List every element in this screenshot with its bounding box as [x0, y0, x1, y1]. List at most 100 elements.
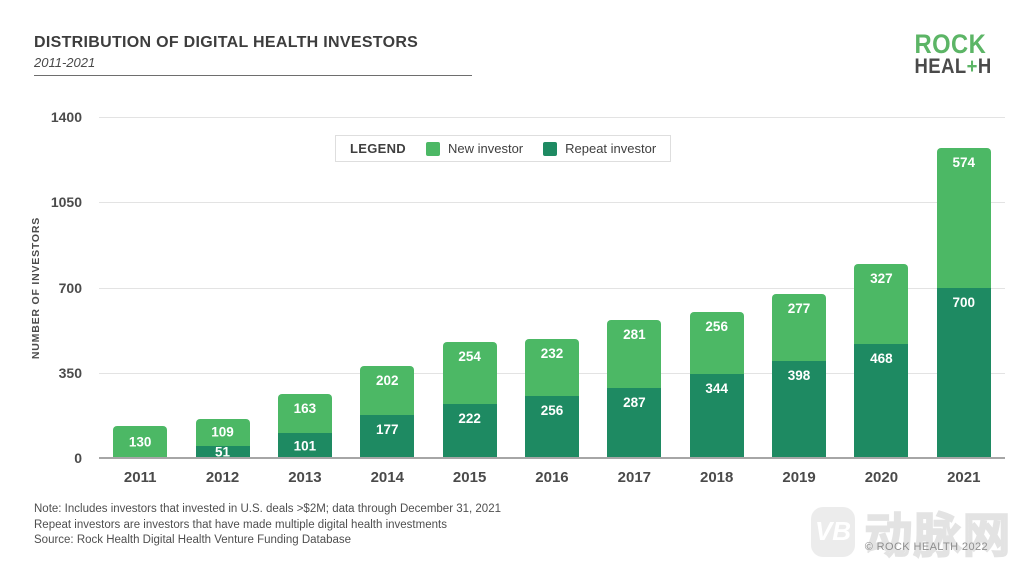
- stacked-bar-2012: 109 51: [195, 419, 250, 460]
- chart-legend: LEGEND New investor Repeat investor: [335, 135, 672, 162]
- bar-segment-new-investor-2016: 232: [524, 339, 579, 396]
- stacked-bar-2013: 163 101: [277, 393, 332, 458]
- x-tick-2019: 2019: [782, 469, 816, 486]
- logo-health-text: HEAL+H: [915, 56, 992, 77]
- vb-watermark: VB 动脉网: [811, 497, 1012, 566]
- bar-group-2018: 256 344 2018: [676, 117, 758, 486]
- bar-value-label: 327: [870, 271, 893, 287]
- stacked-bar-2014: 202 177: [360, 365, 415, 458]
- stacked-bar-2016: 232 256: [524, 339, 579, 458]
- bar-value-label: 163: [293, 400, 317, 416]
- chart-header: DISTRIBUTION OF DIGITAL HEALTH INVESTORS…: [34, 34, 418, 70]
- bar-segment-new-investor-2014: 202: [360, 365, 415, 415]
- bar-group-2017: 281 287 2017: [593, 117, 675, 486]
- legend-item-new-investor: New investor: [425, 141, 523, 156]
- stacked-bar-2015: 254 222: [442, 342, 497, 458]
- bar-segment-repeat-investor-2015: 222: [442, 403, 497, 458]
- bars-container: 130 2011 109 51 2012 163 101 2013 202 177 2014 254 2…: [99, 117, 1005, 486]
- gridline-1400: [99, 117, 1005, 118]
- bar-segment-repeat-investor-2013: 101: [277, 433, 332, 458]
- bar-segment-repeat-investor-2014: 177: [360, 414, 415, 458]
- vb-logo-icon: VB: [811, 506, 855, 557]
- bar-value-label: 101: [293, 438, 317, 454]
- bar-segment-repeat-investor-2019: 398: [772, 361, 827, 458]
- legend-item-repeat-investor: Repeat investor: [543, 141, 656, 156]
- rock-health-logo: ROCK HEAL+H: [914, 29, 992, 78]
- stacked-bar-2019: 277 398: [772, 293, 827, 458]
- bar-segment-new-investor-2013: 163: [277, 393, 332, 434]
- bar-group-2016: 232 256 2016: [511, 117, 593, 486]
- footnote-line-2: Repeat investors are investors that have…: [34, 518, 447, 531]
- stacked-bar-2018: 256 344: [689, 311, 744, 458]
- bar-value-label: 574: [952, 154, 976, 170]
- footnotes: Note: Includes investors that invested i…: [34, 502, 501, 549]
- bar-segment-new-investor-2020: 327: [854, 264, 909, 345]
- new-investor-swatch-icon: [425, 141, 440, 156]
- bar-segment-new-investor-2018: 256: [689, 311, 744, 375]
- bar-value-label: 177: [375, 421, 399, 437]
- bar-segment-repeat-investor-2017: 287: [607, 388, 662, 458]
- footnote-line-1: Note: Includes investors that invested i…: [34, 503, 501, 515]
- stacked-bar-2017: 281 287: [607, 319, 662, 458]
- bar-value-label: 468: [870, 351, 893, 367]
- bar-value-label: 254: [458, 349, 481, 365]
- legend-title: LEGEND: [350, 141, 406, 156]
- stacked-bar-2020: 327 468: [854, 264, 909, 458]
- bar-segment-new-investor-2011: 130: [113, 426, 168, 458]
- plot-area: 130 2011 109 51 2012 163 101 2013 202 177 2014 254 2…: [99, 117, 1005, 486]
- bar-segment-repeat-investor-2016: 256: [524, 395, 579, 458]
- stacked-bar-2021: 574 700: [936, 147, 991, 458]
- x-axis-line: [99, 457, 1005, 459]
- logo-heal-part: HEAL: [914, 55, 967, 78]
- bar-group-2013: 163 101 2013: [264, 117, 346, 486]
- logo-rock-text: ROCK: [914, 29, 987, 59]
- bar-value-label: 287: [623, 395, 646, 411]
- bar-segment-repeat-investor-2020: 468: [854, 344, 909, 458]
- bar-group-2020: 327 468 2020: [840, 117, 922, 486]
- gridline-700: [99, 287, 1005, 289]
- bar-group-2014: 202 177 2014: [346, 117, 428, 486]
- bar-segment-new-investor-2012: 109: [195, 419, 250, 446]
- x-tick-2015: 2015: [452, 469, 487, 486]
- plus-icon: +: [966, 55, 979, 78]
- copyright-text: © ROCK HEALTH 2022: [864, 541, 988, 553]
- x-tick-2017: 2017: [617, 469, 652, 486]
- bar-value-label: 256: [540, 402, 564, 418]
- bar-value-label: 232: [540, 346, 564, 362]
- bar-group-2021: 574 700 2021: [923, 117, 1005, 486]
- bar-segment-repeat-investor-2012: 51: [195, 444, 250, 460]
- y-tick-700: 700: [58, 279, 82, 296]
- x-tick-2018: 2018: [700, 469, 734, 486]
- footnote-line-3: Source: Rock Health Digital Health Ventu…: [34, 534, 352, 546]
- x-tick-2021: 2021: [947, 469, 981, 486]
- gridline-1050: [99, 202, 1005, 204]
- bar-value-label: 202: [375, 372, 399, 388]
- page-subtitle: 2011-2021: [34, 55, 96, 70]
- page-title: DISTRIBUTION OF DIGITAL HEALTH INVESTORS: [34, 34, 419, 51]
- x-tick-2011: 2011: [123, 469, 157, 486]
- bar-value-label: 109: [211, 424, 234, 440]
- title-divider: [34, 75, 472, 76]
- x-tick-2013: 2013: [288, 469, 322, 486]
- y-tick-1400: 1400: [50, 109, 82, 125]
- bar-group-2012: 109 51 2012: [181, 117, 263, 486]
- y-tick-0: 0: [74, 450, 82, 466]
- vb-logo-text: VB: [814, 516, 852, 546]
- y-tick-1050: 1050: [50, 194, 82, 211]
- stacked-bar-2011: 130: [113, 426, 168, 458]
- bar-segment-new-investor-2015: 254: [442, 342, 497, 404]
- bar-group-2011: 130 2011: [99, 117, 181, 486]
- watermark-cjk-text: 动脉网: [864, 508, 1012, 563]
- bar-value-label: 130: [128, 434, 152, 450]
- bar-segment-repeat-investor-2021: 700: [936, 287, 991, 458]
- bar-value-label: 51: [215, 444, 231, 460]
- bar-value-label: 700: [952, 294, 976, 310]
- x-tick-2014: 2014: [370, 469, 404, 486]
- bar-group-2015: 254 222 2015: [428, 117, 510, 486]
- bar-segment-repeat-investor-2018: 344: [689, 374, 744, 458]
- legend-label-repeat-investor: Repeat investor: [565, 141, 657, 156]
- bar-value-label: 222: [458, 410, 481, 426]
- logo-h-part: H: [978, 55, 992, 78]
- bar-value-label: 281: [623, 326, 646, 342]
